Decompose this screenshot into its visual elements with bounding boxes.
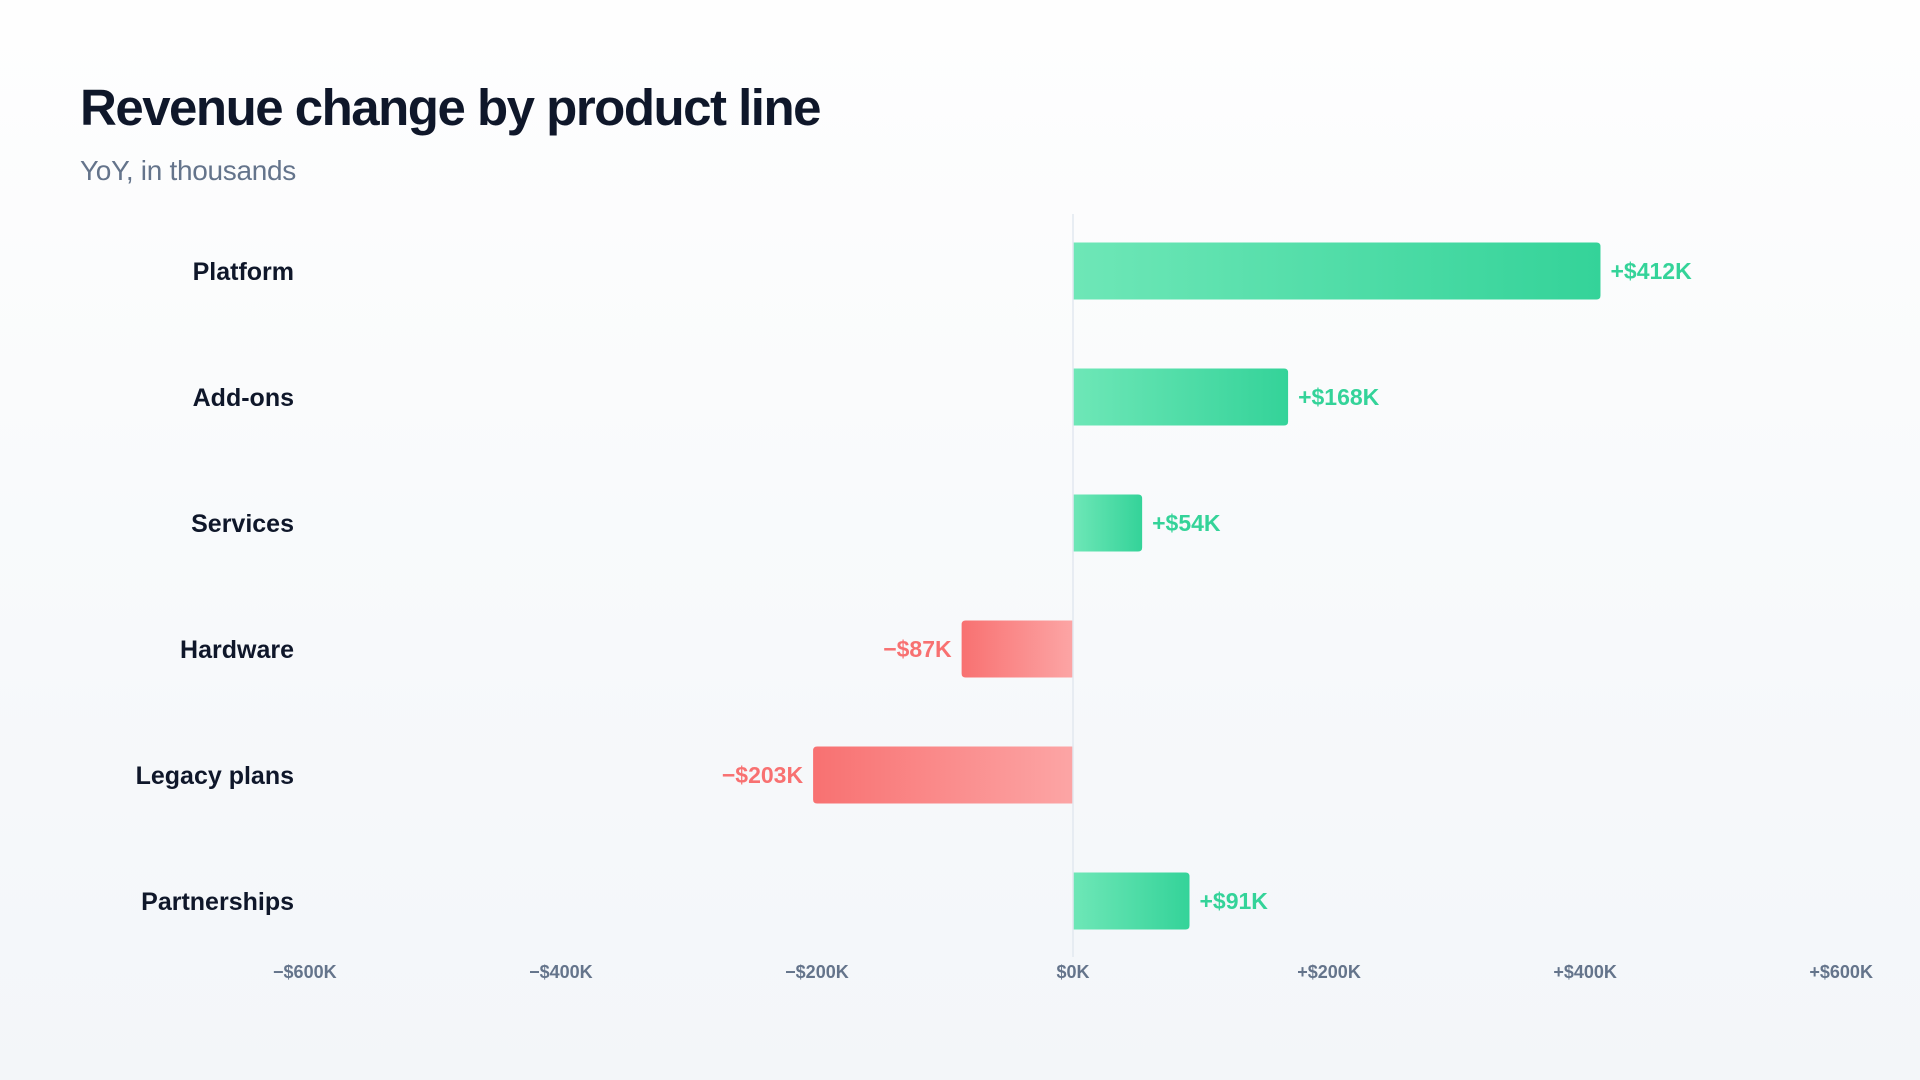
labels-layer: Platform +$412K Add-ons +$168K Services +$54K… [136,258,1692,916]
bar-services [1073,494,1143,552]
category-label-platform: Platform [193,258,294,286]
value-label-hardware: −$87K [883,636,952,662]
category-label-hardware: Hardware [180,636,294,664]
x-axis-ticks: −$600K −$400K −$200K $0K +$200K +$400K +$600K [273,962,1873,982]
category-label-add-ons: Add-ons [193,384,294,412]
bar-partnerships [1073,872,1190,930]
bars-layer [813,242,1601,930]
x-tick-label: +$600K [1809,962,1873,982]
x-tick-label: +$200K [1297,962,1361,982]
category-label-partnerships: Partnerships [141,888,294,916]
value-label-legacy-plans: −$203K [722,762,804,788]
value-label-services: +$54K [1152,510,1221,536]
bar-legacy-plans [813,746,1073,804]
x-tick-label: $0K [1056,962,1089,982]
x-tick-label: −$600K [273,962,337,982]
bar-hardware [961,620,1073,678]
bar-platform [1073,242,1601,300]
category-label-legacy-plans: Legacy plans [136,762,294,790]
category-label-services: Services [191,510,294,538]
value-label-platform: +$412K [1610,258,1692,284]
x-tick-label: +$400K [1553,962,1617,982]
chart-subtitle: YoY, in thousands [80,155,296,186]
value-label-partnerships: +$91K [1200,888,1269,914]
x-tick-label: −$200K [785,962,849,982]
value-label-add-ons: +$168K [1298,384,1380,410]
chart-title: Revenue change by product line [80,79,822,136]
x-tick-label: −$400K [529,962,593,982]
bar-add-ons [1073,368,1289,426]
